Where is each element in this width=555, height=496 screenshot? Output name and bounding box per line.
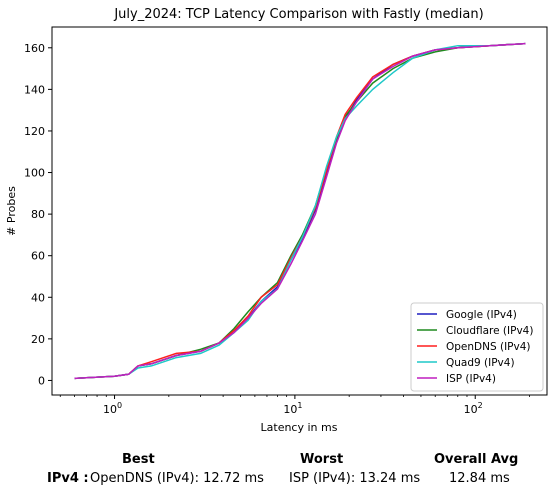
y-tick-label: 0 bbox=[38, 374, 45, 387]
y-tick-label: 140 bbox=[24, 83, 45, 96]
y-tick-label: 100 bbox=[24, 167, 45, 180]
series-line-3 bbox=[74, 42, 526, 380]
legend-label: Google (IPv4) bbox=[446, 309, 517, 321]
x-tick-label: 100 bbox=[103, 401, 122, 416]
y-tick-label: 120 bbox=[24, 125, 45, 138]
plot-area: 0 20 40 60 80 100 120 140 160 100 101 102 bbox=[24, 26, 548, 416]
summary-best-value: OpenDNS (IPv4): 12.72 ms bbox=[90, 471, 264, 486]
legend-label: OpenDNS (IPv4) bbox=[446, 341, 531, 353]
summary-worst-value: ISP (IPv4): 13.24 ms bbox=[289, 471, 421, 486]
x-tick-label: 101 bbox=[283, 401, 302, 416]
summary-row-label: IPv4 : bbox=[47, 471, 89, 486]
y-tick-label: 60 bbox=[31, 250, 45, 263]
y-tick-label: 20 bbox=[31, 333, 45, 346]
latency-cdf-chart: July_2024: TCP Latency Comparison with F… bbox=[5, 7, 548, 434]
series-line-4 bbox=[74, 42, 526, 380]
chart-title: July_2024: TCP Latency Comparison with F… bbox=[113, 7, 483, 22]
plot-frame bbox=[51, 26, 548, 396]
y-axis-label: # Probes bbox=[5, 186, 18, 236]
summary-worst-header: Worst bbox=[300, 452, 344, 467]
legend-label: ISP (IPv4) bbox=[446, 373, 496, 385]
y-tick-label: 80 bbox=[31, 208, 45, 221]
legend-label: Cloudflare (IPv4) bbox=[446, 325, 533, 337]
legend-label: Quad9 (IPv4) bbox=[446, 357, 515, 369]
summary-avg-header: Overall Avg bbox=[434, 452, 519, 467]
x-axis-label: Latency in ms bbox=[261, 421, 338, 434]
x-tick-label: 102 bbox=[464, 401, 483, 416]
y-tick-label: 160 bbox=[24, 42, 45, 55]
summary-best-header: Best bbox=[122, 452, 155, 467]
legend: Google (IPv4) Cloudflare (IPv4) OpenDNS (I… bbox=[410, 302, 544, 392]
summary-avg-value: 12.84 ms bbox=[449, 471, 510, 486]
y-tick-label: 40 bbox=[31, 291, 45, 304]
legend-box bbox=[410, 302, 544, 392]
